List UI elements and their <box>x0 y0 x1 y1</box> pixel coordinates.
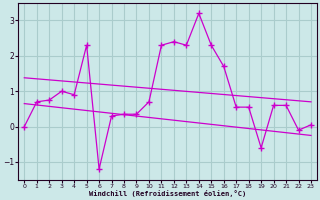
X-axis label: Windchill (Refroidissement éolien,°C): Windchill (Refroidissement éolien,°C) <box>89 190 246 197</box>
